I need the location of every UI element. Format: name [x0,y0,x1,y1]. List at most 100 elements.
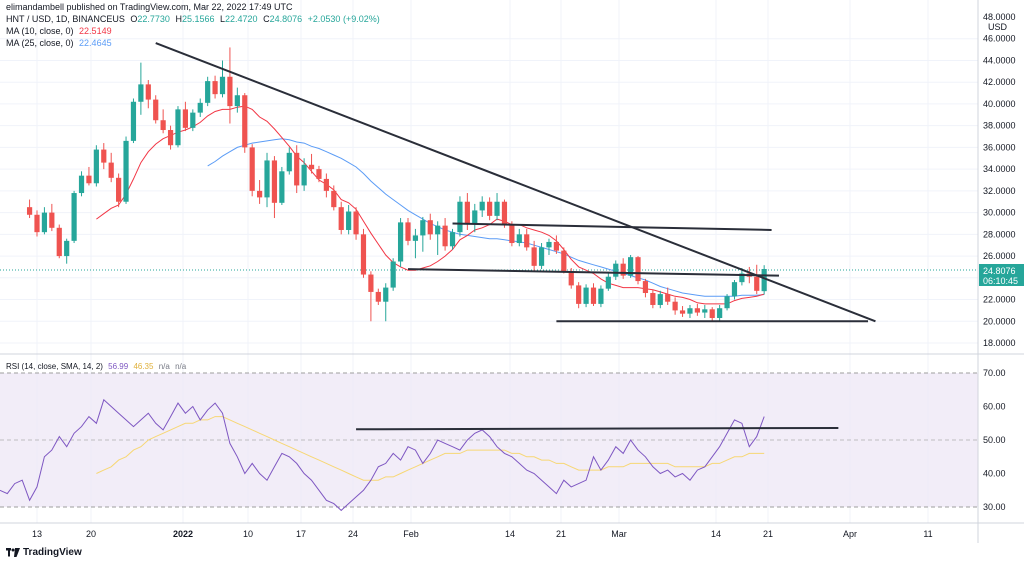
candle-body [501,201,508,225]
candle [316,165,322,183]
candle-body [101,149,107,163]
price-tick: 34.0000 [983,164,1016,174]
time-tick: 2022 [173,529,193,539]
candle-body [546,241,552,248]
rsi-na-1: n/a [158,362,170,371]
candle [353,207,359,240]
ma25-legend: MA (25, close, 0) 22.4645 [6,38,115,48]
candle [264,152,270,208]
candle [494,193,500,221]
publisher-line: elimandambell published on TradingView.c… [6,2,293,12]
candle [197,98,203,117]
candle-body [672,301,678,311]
time-tick: 21 [763,529,773,539]
candle-body [583,287,589,304]
candle-body [212,81,218,95]
candle [242,93,248,153]
last-price-box [979,264,1024,286]
candle-body [138,84,144,102]
candle [501,199,508,228]
candle [516,228,522,247]
candle-body [190,112,196,128]
candle [279,166,285,205]
candles-group [26,47,767,322]
time-tick: Apr [843,529,857,539]
candle [420,216,426,252]
candle [754,264,760,295]
price-tick: 46.0000 [983,34,1016,44]
candle-body [353,211,359,235]
price-tick: 38.0000 [983,121,1016,131]
candle [427,213,433,240]
candle-body [331,190,337,208]
candle [479,196,485,217]
candle [702,304,708,319]
descending-resistance-line [155,42,876,323]
candle [731,279,738,300]
candle-body [375,291,381,302]
price-unit-top: 48.0000 [983,12,1016,22]
candle-body [316,169,322,179]
low-value: 22.4720 [225,14,258,24]
candle [531,240,537,272]
candle [301,158,307,191]
time-axis[interactable]: 13 20 2022 10 17 24 Feb 14 21 Mar 14 21 Apr 11 [32,529,933,539]
candle-body [516,234,522,244]
candle [138,62,144,115]
candle [709,307,715,322]
candle-body [635,257,641,282]
candle-body [553,241,559,251]
candle [665,287,671,305]
candle [64,238,70,264]
candle [442,218,448,251]
candle-body [405,222,411,241]
candle-body [449,232,456,247]
candle-body [383,287,389,302]
price-axis[interactable]: 46.0000 44.0000 42.0000 40.0000 38.0000 36.00… [983,34,1016,348]
candle [26,199,33,219]
candle [642,278,649,298]
rsi-tick: 60.00 [983,402,1006,412]
price-tick: 32.0000 [983,186,1016,196]
time-tick: 13 [32,529,42,539]
low-label: L [220,14,226,24]
candle-body [338,207,344,230]
candle [56,224,62,259]
candle [338,201,344,235]
candle-body [598,288,604,304]
candle-body [702,309,708,313]
candle-body [472,210,478,224]
candle-body [524,234,530,248]
tradingview-logo[interactable]: TradingView [6,547,82,558]
candle-body [279,171,285,203]
candle-body [175,109,181,146]
candle [182,101,188,132]
candle [93,145,99,187]
rsi-tick: 70.00 [983,368,1006,378]
candle [249,144,255,197]
candle-body [464,201,470,224]
time-tick: 24 [348,529,358,539]
candle-body [123,140,129,202]
high-label: H [175,14,182,24]
candle-body [650,293,656,305]
candle [205,76,211,107]
candle [449,228,456,250]
candle-body [739,273,745,283]
candle-body [717,308,723,319]
candle [346,204,352,235]
candle [761,265,767,295]
time-tick: 14 [505,529,515,539]
candle-body [613,263,619,277]
candle [657,290,663,309]
candle-body [294,152,300,186]
candle-body [249,147,255,191]
rsi-axis[interactable]: 70.00 60.00 50.00 40.00 30.00 [983,368,1006,512]
price-tick: 40.0000 [983,99,1016,109]
candle-body [26,207,33,215]
candle [598,285,604,308]
candle-body [301,164,307,186]
candle [679,306,686,317]
candle [116,173,122,208]
